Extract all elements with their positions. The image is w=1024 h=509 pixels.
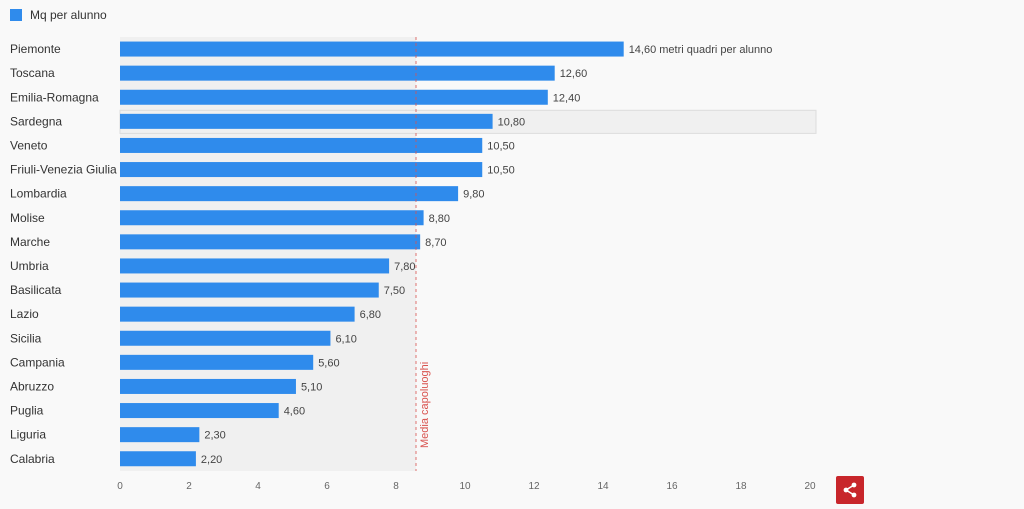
legend-label: Mq per alunno: [30, 8, 107, 22]
category-label: Sardegna: [10, 114, 62, 128]
legend-swatch: [10, 9, 22, 21]
category-label: Marche: [10, 235, 50, 249]
bar[interactable]: [120, 282, 379, 298]
category-label: Liguria: [10, 428, 46, 442]
bar[interactable]: [120, 113, 493, 129]
bar[interactable]: [120, 234, 421, 250]
category-label: Piemonte: [10, 42, 61, 56]
data-label: 5,60: [318, 357, 339, 369]
share-icon: [843, 482, 857, 498]
x-tick-label: 4: [255, 481, 261, 492]
bar[interactable]: [120, 41, 624, 57]
bar[interactable]: [120, 330, 331, 346]
data-label: 10,80: [498, 116, 526, 128]
category-label: Abruzzo: [10, 379, 54, 393]
data-label: 5,10: [301, 381, 322, 393]
category-label: Lombardia: [10, 187, 67, 201]
bar[interactable]: [120, 451, 196, 467]
category-label: Calabria: [10, 452, 55, 466]
data-label: 7,80: [394, 261, 415, 273]
data-label: 2,30: [204, 430, 225, 442]
data-label: 14,60 metri quadri per alunno: [629, 44, 773, 56]
bar[interactable]: [120, 137, 483, 153]
data-label: 9,80: [463, 189, 484, 201]
data-label: 10,50: [487, 140, 515, 152]
bar[interactable]: [120, 258, 390, 274]
bar[interactable]: [120, 162, 483, 178]
category-label: Sicilia: [10, 331, 42, 345]
category-label: Friuli-Venezia Giulia: [10, 163, 117, 177]
data-label: 8,70: [425, 237, 446, 249]
bar[interactable]: [120, 403, 279, 419]
category-label: Umbria: [10, 259, 49, 273]
category-label: Puglia: [10, 404, 44, 418]
reference-band: [120, 37, 416, 471]
data-label: 10,50: [487, 165, 515, 177]
bar[interactable]: [120, 427, 200, 443]
category-label: Lazio: [10, 307, 39, 321]
bar[interactable]: [120, 378, 296, 394]
bar[interactable]: [120, 354, 314, 370]
x-tick-label: 14: [597, 481, 609, 492]
x-tick-label: 6: [324, 481, 330, 492]
data-label: 4,60: [284, 406, 305, 418]
bar[interactable]: [120, 306, 355, 322]
x-tick-label: 12: [528, 481, 540, 492]
x-tick-label: 10: [459, 481, 471, 492]
category-label: Campania: [10, 355, 65, 369]
x-tick-label: 8: [393, 481, 399, 492]
data-label: 6,80: [360, 309, 381, 321]
x-tick-label: 2: [186, 481, 192, 492]
bar[interactable]: [120, 89, 548, 105]
category-label: Veneto: [10, 138, 48, 152]
data-label: 7,50: [384, 285, 405, 297]
x-tick-label: 18: [735, 481, 747, 492]
data-label: 6,10: [335, 333, 356, 345]
category-label: Basilicata: [10, 283, 62, 297]
bar[interactable]: [120, 186, 459, 202]
category-label: Molise: [10, 211, 45, 225]
data-label: 2,20: [201, 454, 222, 466]
bar[interactable]: [120, 210, 424, 226]
reference-line-label: Media capoluoghi: [419, 362, 431, 448]
share-button[interactable]: [836, 476, 864, 504]
data-label: 12,40: [553, 92, 581, 104]
x-tick-label: 20: [804, 481, 816, 492]
x-tick-label: 16: [666, 481, 678, 492]
data-label: 12,60: [560, 68, 588, 80]
data-label: 8,80: [429, 213, 450, 225]
bar[interactable]: [120, 65, 555, 81]
category-label: Toscana: [10, 66, 55, 80]
category-label: Emilia-Romagna: [10, 90, 99, 104]
x-tick-label: 0: [117, 481, 123, 492]
